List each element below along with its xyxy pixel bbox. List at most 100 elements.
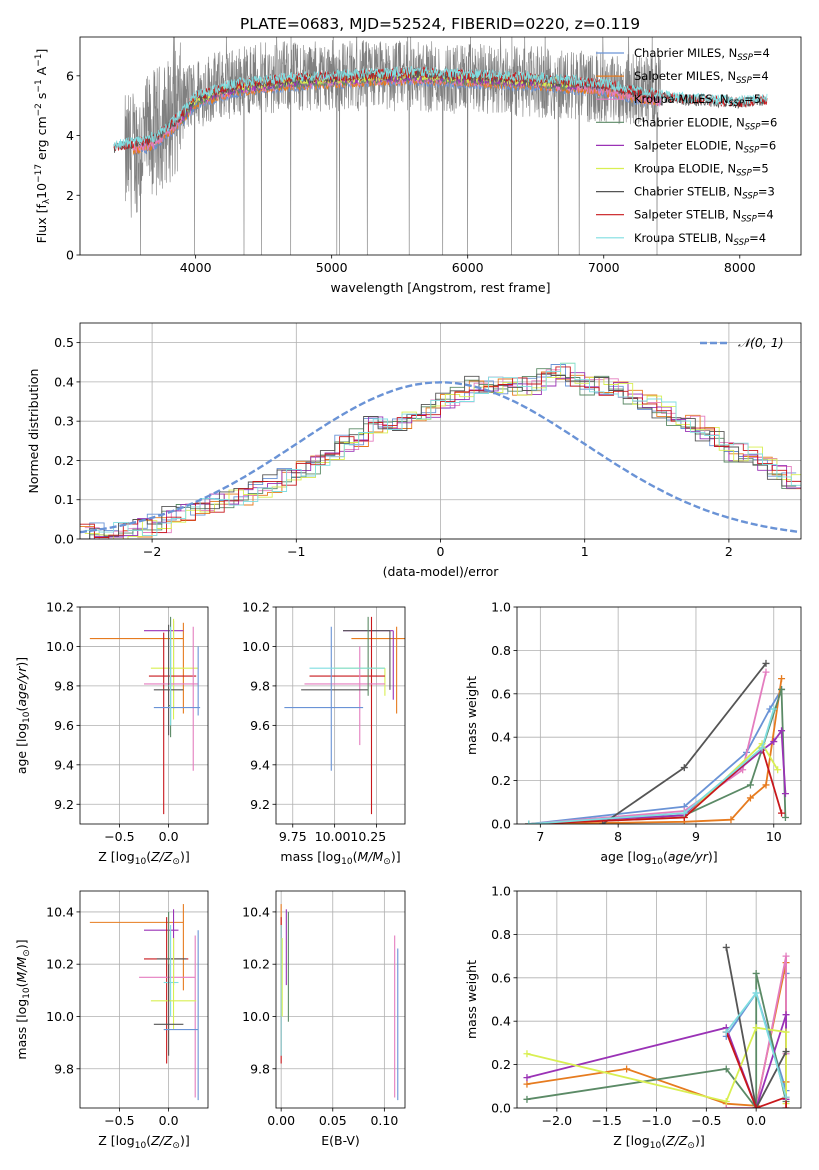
series-line [528, 742, 779, 824]
y-tick-label: 0.0 [491, 817, 511, 832]
mass-vs-metallicity-panel: −0.5 0.0 9.8 10.0 10.2 10.4 Z [log10(Z/Z⊙)] mas… [14, 890, 209, 1151]
x-tick-label: 0.10 [370, 1113, 398, 1128]
x-tick-label: 4000 [180, 260, 212, 275]
spectrum-legend: Chabrier MILES, NSSP=4 Salpeter MILES, NS… [596, 46, 777, 248]
y-tick-label: 0.1 [54, 492, 74, 507]
y-tick-label: 10.0 [242, 1009, 270, 1024]
legend-entry: 𝒩(0, 1) [738, 335, 784, 350]
x-tick-label: 0.05 [319, 1113, 347, 1128]
y-tick-label: 0.8 [491, 643, 511, 658]
y-tick-label: 10.2 [242, 600, 270, 615]
mass-vs-metallicity-x-axis-label: Z [log10(Z/Z⊙)] [98, 1133, 189, 1151]
y-tick-label: 10.2 [242, 957, 270, 972]
data-point-marker [525, 820, 533, 824]
mass-vs-ebv-x-axis-label: E(B-V) [321, 1133, 360, 1148]
x-tick-label: 7 [536, 829, 544, 844]
y-tick-label: 0 [66, 248, 74, 263]
age-vs-mass-x-axis-label: mass [log10(M/M⊙)] [280, 849, 400, 867]
data-point-marker [623, 1065, 631, 1073]
y-tick-label: 0.6 [491, 686, 511, 701]
histogram-step-line [84, 362, 801, 539]
data-point-marker [722, 1104, 730, 1108]
y-tick-label: 9.4 [54, 757, 74, 772]
data-point-marker [782, 1028, 790, 1036]
series-line [528, 678, 783, 824]
x-tick-label: 7000 [588, 260, 620, 275]
model-spectrum-line [113, 65, 768, 150]
data-point-marker [778, 675, 786, 683]
data-point-marker [523, 1080, 531, 1088]
series-line [725, 947, 787, 1108]
y-tick-label: 10.2 [46, 600, 74, 615]
y-tick-label: 6 [66, 68, 74, 83]
data-point-marker [727, 816, 735, 824]
x-tick-label: 0.00 [267, 1113, 295, 1128]
data-point-marker [762, 781, 770, 789]
data-point-marker [782, 1104, 790, 1108]
age-vs-mass-panel: 9.75 10.0010.25 9.2 9.4 9.6 9.8 10.0 10.2 mass [… [242, 600, 406, 867]
x-tick-label: −2 [143, 544, 161, 559]
gaussian-curve [80, 381, 799, 534]
data-point-marker [770, 738, 778, 746]
mass-vs-ebv-plot-area [280, 904, 399, 1101]
legend-entry: Kroupa MILES, NSSP=5 [634, 92, 761, 109]
x-tick-label: 8000 [724, 260, 756, 275]
mass-vs-metallicity-plot-area [89, 904, 199, 1101]
data-point-marker [778, 727, 786, 735]
series-line [526, 973, 787, 1108]
data-point-marker [680, 809, 688, 817]
spectrum-frame [79, 36, 802, 256]
model-spectrum-line [132, 75, 662, 156]
y-tick-label: 9.8 [250, 1061, 270, 1076]
y-tick-label: 0.8 [491, 927, 511, 942]
y-tick-label: 9.4 [250, 757, 270, 772]
age-vs-metallicity-y-axis-label: age [log10(age/yr)] [14, 657, 32, 774]
age-vs-mass-plot-area [284, 616, 405, 815]
x-tick-label: 0 [437, 544, 445, 559]
series-line [528, 689, 787, 824]
x-tick-label: 6000 [452, 260, 484, 275]
age-vs-mass-frame [275, 606, 406, 825]
x-tick-label: 2 [725, 544, 733, 559]
y-tick-label: 0.2 [54, 453, 74, 468]
mass-weight-vs-age-x-axis-label: age [log10(age/yr)] [600, 849, 717, 867]
y-tick-label: 0.0 [54, 532, 74, 547]
mass-weight-vs-age-plot-area [525, 659, 789, 824]
spectrum-plot-area [113, 37, 768, 255]
residual-histogram-plot-area [80, 362, 801, 539]
x-tick-label: 10.0010.25 [315, 829, 387, 844]
figure-title: PLATE=0683, MJD=52524, FIBERID=0220, z=0… [240, 15, 640, 33]
y-tick-label: 0.6 [491, 970, 511, 985]
data-point-marker [762, 668, 770, 676]
histogram-y-axis-label: Normed distribution [26, 369, 41, 494]
histogram-step-line [80, 364, 797, 539]
x-tick-label: 10 [766, 829, 782, 844]
legend-entry: Kroupa STELIB, NSSP=4 [634, 231, 766, 248]
y-tick-label: 0.0 [491, 1101, 511, 1116]
mass-weight-vs-age-y-axis-label: mass weight [464, 676, 479, 755]
x-tick-label: 9.75 [279, 829, 307, 844]
residual-histogram-x-axis-label: (data-model)/error [383, 564, 500, 579]
residual-histogram-panel: −2 −1 0 1 2 0.0 0.1 0.2 0.3 0.4 0.5 (data-model)/er… [26, 322, 802, 579]
data-point-marker [746, 794, 754, 802]
y-tick-label: 0.2 [491, 1057, 511, 1072]
y-tick-label: 9.2 [54, 797, 74, 812]
data-point-marker [523, 1050, 531, 1058]
y-tick-label: 9.6 [250, 718, 270, 733]
x-tick-label: −0.5 [691, 1113, 721, 1128]
data-point-marker [752, 1104, 760, 1108]
mass-vs-metallicity-frame [79, 890, 209, 1109]
data-point-marker [752, 969, 760, 977]
series-line [725, 1031, 787, 1108]
series-line [528, 708, 775, 824]
legend-entry: Salpeter MILES, NSSP=4 [634, 69, 769, 86]
legend-entry: Kroupa ELODIE, NSSP=5 [634, 162, 769, 179]
y-tick-label: 10.4 [46, 904, 74, 919]
x-tick-label: −1 [287, 544, 305, 559]
y-tick-label: 0.4 [491, 1014, 511, 1029]
y-tick-label: 0.2 [491, 773, 511, 788]
data-point-marker [722, 943, 730, 951]
mass-vs-metallicity-y-axis-label: mass [log10(M/M⊙)] [14, 939, 32, 1059]
y-tick-label: 0.5 [54, 335, 74, 350]
mass-weight-vs-metallicity-x-axis-label: Z [log10(Z/Z⊙)] [613, 1133, 704, 1151]
